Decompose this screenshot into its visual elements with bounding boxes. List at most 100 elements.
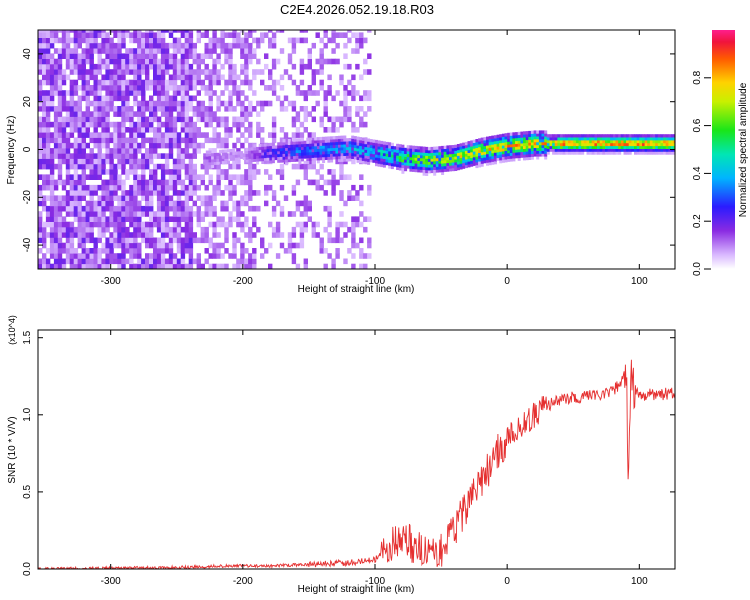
heatmap-cell bbox=[168, 153, 174, 159]
heatmap-ridge-cell bbox=[385, 150, 389, 154]
heatmap-cell bbox=[97, 184, 102, 191]
heatmap-ridge-cell bbox=[451, 147, 455, 152]
heatmap-cell bbox=[42, 158, 47, 165]
heatmap-cell bbox=[327, 205, 332, 212]
heatmap-cell bbox=[57, 226, 63, 233]
heatmap-cell bbox=[208, 263, 213, 269]
heatmap-cell bbox=[145, 221, 150, 228]
heatmap-ridge-cell bbox=[570, 142, 574, 147]
heatmap-cell bbox=[133, 169, 138, 175]
heatmap-cell bbox=[42, 74, 47, 81]
heatmap-cell bbox=[53, 63, 59, 70]
heatmap-ridge-cell bbox=[425, 169, 429, 174]
heatmap-cell bbox=[196, 205, 201, 212]
heatmap-cell bbox=[73, 116, 79, 123]
heatmap-cell bbox=[188, 69, 194, 75]
heatmap-ridge-cell bbox=[647, 134, 651, 138]
heatmap-ridge-cell bbox=[628, 137, 632, 141]
heatmap-cell bbox=[236, 221, 241, 228]
heatmap-ridge-cell bbox=[536, 139, 540, 143]
heatmap-cell bbox=[212, 111, 217, 117]
heatmap-ridge-cell bbox=[316, 151, 320, 155]
heatmap-cell bbox=[53, 74, 59, 81]
heatmap-ridge-cell bbox=[509, 144, 513, 148]
heatmap-ridge-cell bbox=[396, 158, 400, 162]
heatmap-cell bbox=[89, 195, 94, 201]
heatmap-ridge-cell bbox=[467, 155, 471, 159]
heatmap-cell bbox=[53, 216, 59, 222]
heatmap-cell bbox=[145, 195, 150, 201]
heatmap-ridge-cell bbox=[620, 139, 624, 144]
heatmap-cell bbox=[200, 179, 205, 186]
heatmap-ridge-cell bbox=[237, 154, 241, 158]
heatmap-ridge-cell bbox=[311, 154, 315, 158]
heatmap-cell bbox=[236, 174, 241, 180]
heatmap-ridge-cell bbox=[409, 151, 413, 155]
heatmap-cell bbox=[45, 148, 51, 154]
heatmap-ridge-cell bbox=[441, 171, 445, 175]
heatmap-cell bbox=[117, 148, 122, 154]
heatmap-cell bbox=[355, 216, 360, 222]
heatmap-ridge-cell bbox=[475, 147, 479, 151]
heatmap-cell bbox=[117, 37, 122, 44]
heatmap-cell bbox=[303, 106, 308, 112]
heatmap-ridge-cell bbox=[441, 154, 445, 158]
heatmap-ridge-cell bbox=[507, 152, 511, 157]
heatmap-cell bbox=[196, 148, 201, 154]
heatmap-cell bbox=[268, 37, 273, 44]
heatmap-cell bbox=[212, 148, 217, 154]
heatmap-ridge-cell bbox=[454, 167, 458, 171]
heatmap-cell bbox=[105, 63, 110, 70]
heatmap-ridge-cell bbox=[382, 158, 386, 162]
heatmap-ridge-cell bbox=[282, 142, 286, 146]
heatmap-cell bbox=[172, 174, 178, 180]
heatmap-ridge-cell bbox=[615, 142, 619, 147]
heatmap-cell bbox=[38, 127, 43, 133]
heatmap-cell bbox=[172, 237, 178, 244]
heatmap-cell bbox=[160, 111, 166, 117]
heatmap-ridge-cell bbox=[314, 154, 318, 158]
heatmap-cell bbox=[77, 30, 82, 33]
heatmap-ridge-cell bbox=[213, 161, 217, 165]
heatmap-cell bbox=[141, 69, 146, 75]
heatmap-ridge-cell bbox=[615, 139, 619, 144]
heatmap-ridge-cell bbox=[425, 161, 429, 165]
heatmap-cell bbox=[97, 237, 102, 244]
heatmap-ridge-cell bbox=[314, 145, 318, 150]
heatmap-cell bbox=[228, 163, 233, 170]
heatmap-ridge-cell bbox=[499, 148, 503, 152]
heatmap-cell bbox=[248, 30, 253, 33]
heatmap-ridge-cell bbox=[541, 147, 545, 151]
heatmap-cell bbox=[85, 153, 90, 159]
heatmap-cell bbox=[156, 153, 162, 159]
heatmap-cell bbox=[355, 127, 360, 133]
heatmap-cell bbox=[168, 148, 174, 154]
heatmap-cell bbox=[69, 79, 75, 86]
heatmap-cell bbox=[61, 132, 67, 138]
heatmap-ridge-cell bbox=[409, 165, 413, 169]
heatmap-cell bbox=[359, 211, 364, 217]
heatmap-ridge-cell bbox=[393, 160, 397, 164]
heatmap-ridge-cell bbox=[557, 142, 561, 147]
heatmap-cell bbox=[311, 179, 316, 186]
heatmap-cell bbox=[156, 221, 162, 228]
heatmap-cell bbox=[200, 132, 205, 138]
heatmap-ridge-cell bbox=[367, 138, 371, 142]
heatmap-cell bbox=[176, 153, 182, 159]
heatmap-ridge-cell bbox=[398, 167, 402, 171]
heatmap-ridge-cell bbox=[348, 138, 352, 142]
heatmap-ridge-cell bbox=[486, 150, 489, 155]
heatmap-cell bbox=[149, 100, 154, 107]
heatmap-cell bbox=[220, 263, 225, 269]
heatmap-cell bbox=[77, 116, 82, 123]
heatmap-cell bbox=[188, 121, 194, 128]
heatmap-ridge-cell bbox=[483, 151, 487, 155]
heatmap-ridge-cell bbox=[501, 139, 505, 143]
heatmap-ridge-cell bbox=[493, 158, 497, 162]
heatmap-ridge-cell bbox=[245, 150, 249, 154]
heatmap-ridge-cell bbox=[636, 151, 640, 155]
heatmap-cell bbox=[97, 174, 102, 180]
heatmap-ridge-cell bbox=[322, 148, 326, 152]
heatmap-ridge-cell bbox=[456, 149, 460, 153]
heatmap-cell bbox=[188, 85, 194, 91]
